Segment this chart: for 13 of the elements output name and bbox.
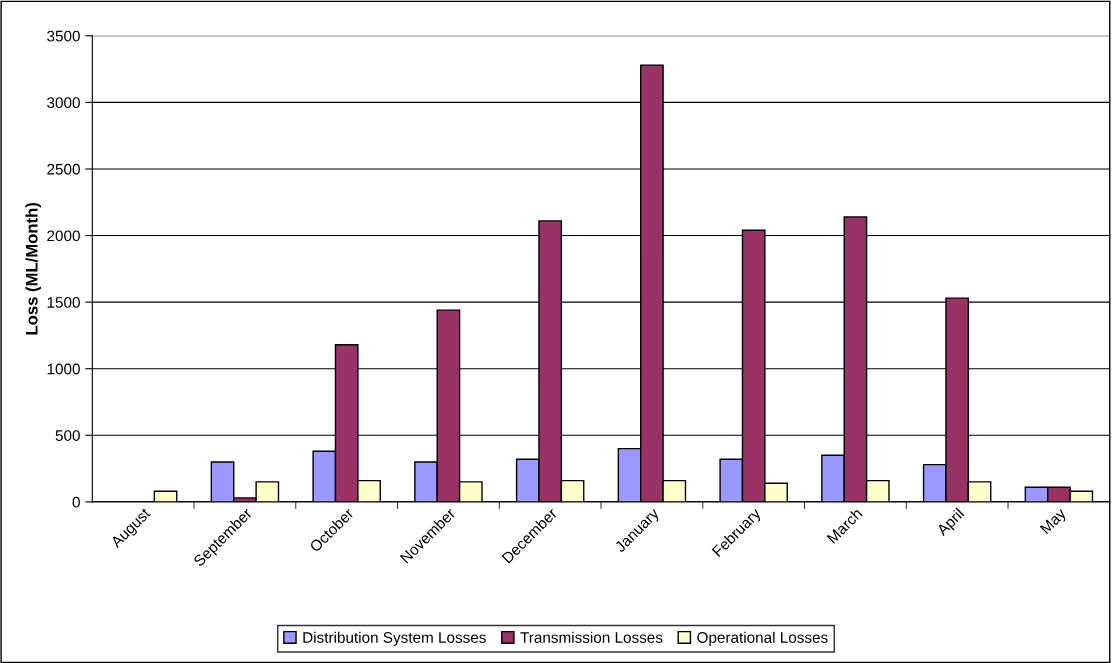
x-tick-label: May — [1039, 507, 1069, 537]
y-tick-label: 3000 — [47, 97, 80, 109]
y-tick-label: 0 — [72, 496, 80, 508]
y-tick-label: 3500 — [47, 30, 80, 42]
legend-label: Distribution System Losses — [303, 631, 486, 646]
y-tick-label: 2500 — [47, 163, 80, 175]
legend-label: Transmission Losses — [520, 631, 663, 643]
y-tick-label: 1500 — [47, 297, 80, 308]
y-tick-label: 500 — [55, 430, 80, 441]
y-tick-label: 1000 — [47, 363, 80, 375]
y-axis-title: Loss (ML/Month) — [25, 203, 41, 335]
legend-label: Operational Losses — [697, 631, 828, 646]
y-tick-label: 2000 — [47, 230, 80, 242]
